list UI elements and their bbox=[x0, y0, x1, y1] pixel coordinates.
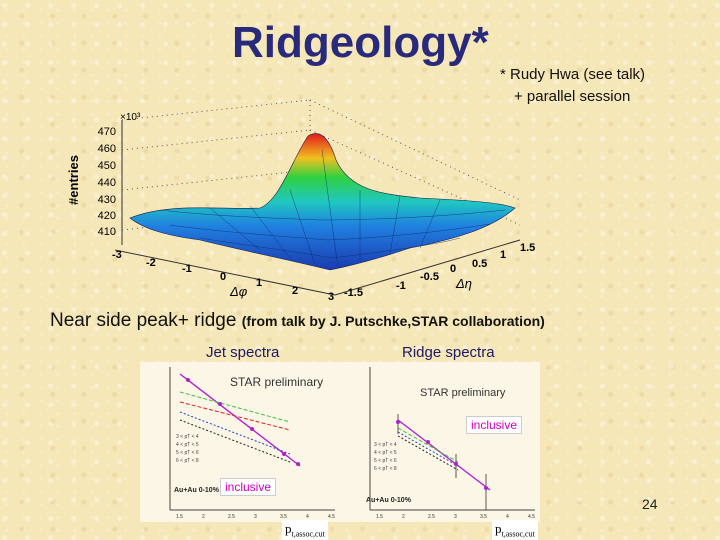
ridge-x-tick: 4 bbox=[506, 514, 509, 520]
ridge-x-label-main: p bbox=[495, 521, 502, 536]
jet-x-tick: 2 bbox=[202, 514, 205, 520]
ridge-legend-entry: 5 < pT < 6 bbox=[374, 458, 397, 464]
subtitle: Near side peak+ ridge (from talk by J. P… bbox=[50, 310, 545, 332]
ridge-panel-title: Ridge spectra bbox=[402, 344, 495, 361]
jet-line-inclusive bbox=[179, 373, 301, 467]
jet-spectra-plot: STAR preliminary 3 < pT < 4 4 < pT < 5 5… bbox=[140, 362, 340, 522]
slide-title: Ridgeology* bbox=[232, 18, 489, 68]
ridge-x-tick: 3 bbox=[454, 514, 457, 520]
deta-tick-label: -1 bbox=[396, 280, 406, 292]
ridge-preliminary: STAR preliminary bbox=[420, 387, 506, 399]
dphi-tick-label: 0 bbox=[220, 271, 226, 283]
deta-tick-label: -0.5 bbox=[420, 271, 439, 283]
ridge-points bbox=[396, 420, 488, 490]
deta-ticks: -1.5 -1 -0.5 0 0.5 1 1.5 bbox=[344, 242, 535, 299]
jet-x-tick: 3.5 bbox=[280, 514, 287, 520]
dphi-tick-label: -2 bbox=[146, 257, 156, 269]
ridge-line-inclusive bbox=[397, 419, 491, 491]
dphi-axis-line bbox=[114, 249, 336, 296]
jet-x-tick: 2.5 bbox=[228, 514, 235, 520]
surface-gridlines bbox=[159, 149, 506, 269]
deta-tick-label: 0 bbox=[450, 263, 456, 275]
jet-inclusive-label: inclusive bbox=[220, 478, 277, 496]
jet-x-tick: 4.5 bbox=[328, 514, 335, 520]
deta-tick-label: 0.5 bbox=[472, 258, 487, 270]
jet-points bbox=[186, 378, 300, 466]
ridge-legend-entry: 6 < pT < 8 bbox=[374, 466, 397, 472]
ridge-x-label-sub: t,assoc,cut bbox=[501, 529, 535, 539]
z-tick-label: 420 bbox=[98, 210, 116, 222]
jet-x-tick: 3 bbox=[254, 514, 257, 520]
jet-panel-title: Jet spectra bbox=[206, 344, 280, 361]
ridge-system-label: Au+Au 0-10% bbox=[366, 497, 412, 504]
ridge-x-tick: 3.5 bbox=[480, 514, 487, 520]
deta-tick-label: 1.5 bbox=[520, 242, 535, 254]
ridge-spectra-plot: STAR preliminary 3 < pT < 4 4 < pT < 5 5… bbox=[340, 362, 540, 522]
dphi-tick-label: 3 bbox=[328, 291, 334, 303]
jet-line-series bbox=[179, 391, 291, 423]
jet-system-label: Au+Au 0-10% bbox=[174, 487, 220, 494]
ridge-plot-background bbox=[340, 362, 540, 522]
z-tick-label: 430 bbox=[98, 194, 116, 206]
ridge-x-ticks: 1.5 2 2.5 3 3.5 4 4.5 bbox=[376, 514, 535, 520]
footnote-line-1: * Rudy Hwa (see talk) bbox=[500, 66, 646, 83]
jet-preliminary: STAR preliminary bbox=[230, 375, 323, 389]
dphi-tick-label: -3 bbox=[112, 249, 122, 261]
z-axis-label: #entries bbox=[66, 155, 81, 205]
deta-axis-line bbox=[334, 239, 521, 296]
deta-axis-label: Δη bbox=[455, 276, 472, 291]
ridge-x-axis-label: pt,assoc,cut bbox=[492, 520, 538, 540]
z-tick-label: 410 bbox=[98, 226, 116, 238]
jet-legend-entry: 5 < pT < 6 bbox=[176, 450, 199, 456]
dphi-tick-label: 1 bbox=[256, 277, 262, 289]
z-tick-label: 450 bbox=[98, 160, 116, 172]
deta-tick-label: -1.5 bbox=[344, 287, 363, 299]
surface-mesh bbox=[129, 133, 516, 271]
ridge-line-series bbox=[397, 435, 459, 471]
jet-x-label-main: p bbox=[285, 521, 292, 536]
ridge-x-tick: 2 bbox=[402, 514, 405, 520]
z-multiplier: ×10³ bbox=[120, 112, 141, 123]
ridge-inclusive-label: inclusive bbox=[466, 416, 523, 434]
deta-tick-label: 1 bbox=[500, 249, 506, 261]
jet-x-label-sub: t,assoc,cut bbox=[291, 529, 325, 539]
title-star: * bbox=[471, 18, 489, 67]
ridge-x-tick: 1.5 bbox=[376, 514, 383, 520]
subtitle-source: (from talk by J. Putschke,STAR collabora… bbox=[241, 313, 545, 329]
z-tick-label: 440 bbox=[98, 177, 116, 189]
ridge-line-series bbox=[397, 431, 459, 467]
jet-legend-entry: 4 < pT < 5 bbox=[176, 442, 199, 448]
ridge-legend-entry: 4 < pT < 5 bbox=[374, 450, 397, 456]
jet-x-ticks: 1.5 2 2.5 3 3.5 4 4.5 bbox=[176, 514, 335, 520]
dphi-tick-label: -1 bbox=[182, 263, 192, 275]
surface-plot: 470 460 450 440 430 420 410 ×10³ #entrie… bbox=[66, 99, 535, 303]
jet-x-tick: 4 bbox=[306, 514, 309, 520]
subtitle-main: Near side peak+ ridge bbox=[50, 310, 237, 331]
title-text: Ridgeology bbox=[232, 18, 472, 67]
ridge-line-series bbox=[397, 427, 459, 463]
footnote-line-2: + parallel session bbox=[514, 88, 631, 105]
ridge-legend-entry: 3 < pT < 4 bbox=[374, 442, 397, 448]
dphi-tick-label: 2 bbox=[292, 285, 298, 297]
ridge-x-tick: 2.5 bbox=[428, 514, 435, 520]
jet-x-tick: 1.5 bbox=[176, 514, 183, 520]
z-axis-ticks: 470 460 450 440 430 420 410 bbox=[98, 126, 116, 238]
jet-legend-entry: 6 < pT < 8 bbox=[176, 458, 199, 464]
ridge-legend: 3 < pT < 4 4 < pT < 5 5 < pT < 6 6 < pT … bbox=[374, 442, 397, 472]
jet-legend-entry: 3 < pT < 4 bbox=[176, 434, 199, 440]
jet-x-axis-label: pt,assoc,cut bbox=[282, 520, 328, 540]
z-tick-label: 460 bbox=[98, 143, 116, 155]
jet-legend: 3 < pT < 4 4 < pT < 5 5 < pT < 6 6 < pT … bbox=[176, 434, 199, 464]
ridge-x-tick: 4.5 bbox=[528, 514, 535, 520]
jet-line-series bbox=[179, 401, 291, 431]
z-tick-label: 470 bbox=[98, 126, 116, 138]
dphi-axis-label: Δφ bbox=[229, 284, 248, 299]
slide-number: 24 bbox=[642, 496, 658, 512]
dphi-ticks: -3 -2 -1 0 1 2 3 bbox=[112, 249, 334, 303]
